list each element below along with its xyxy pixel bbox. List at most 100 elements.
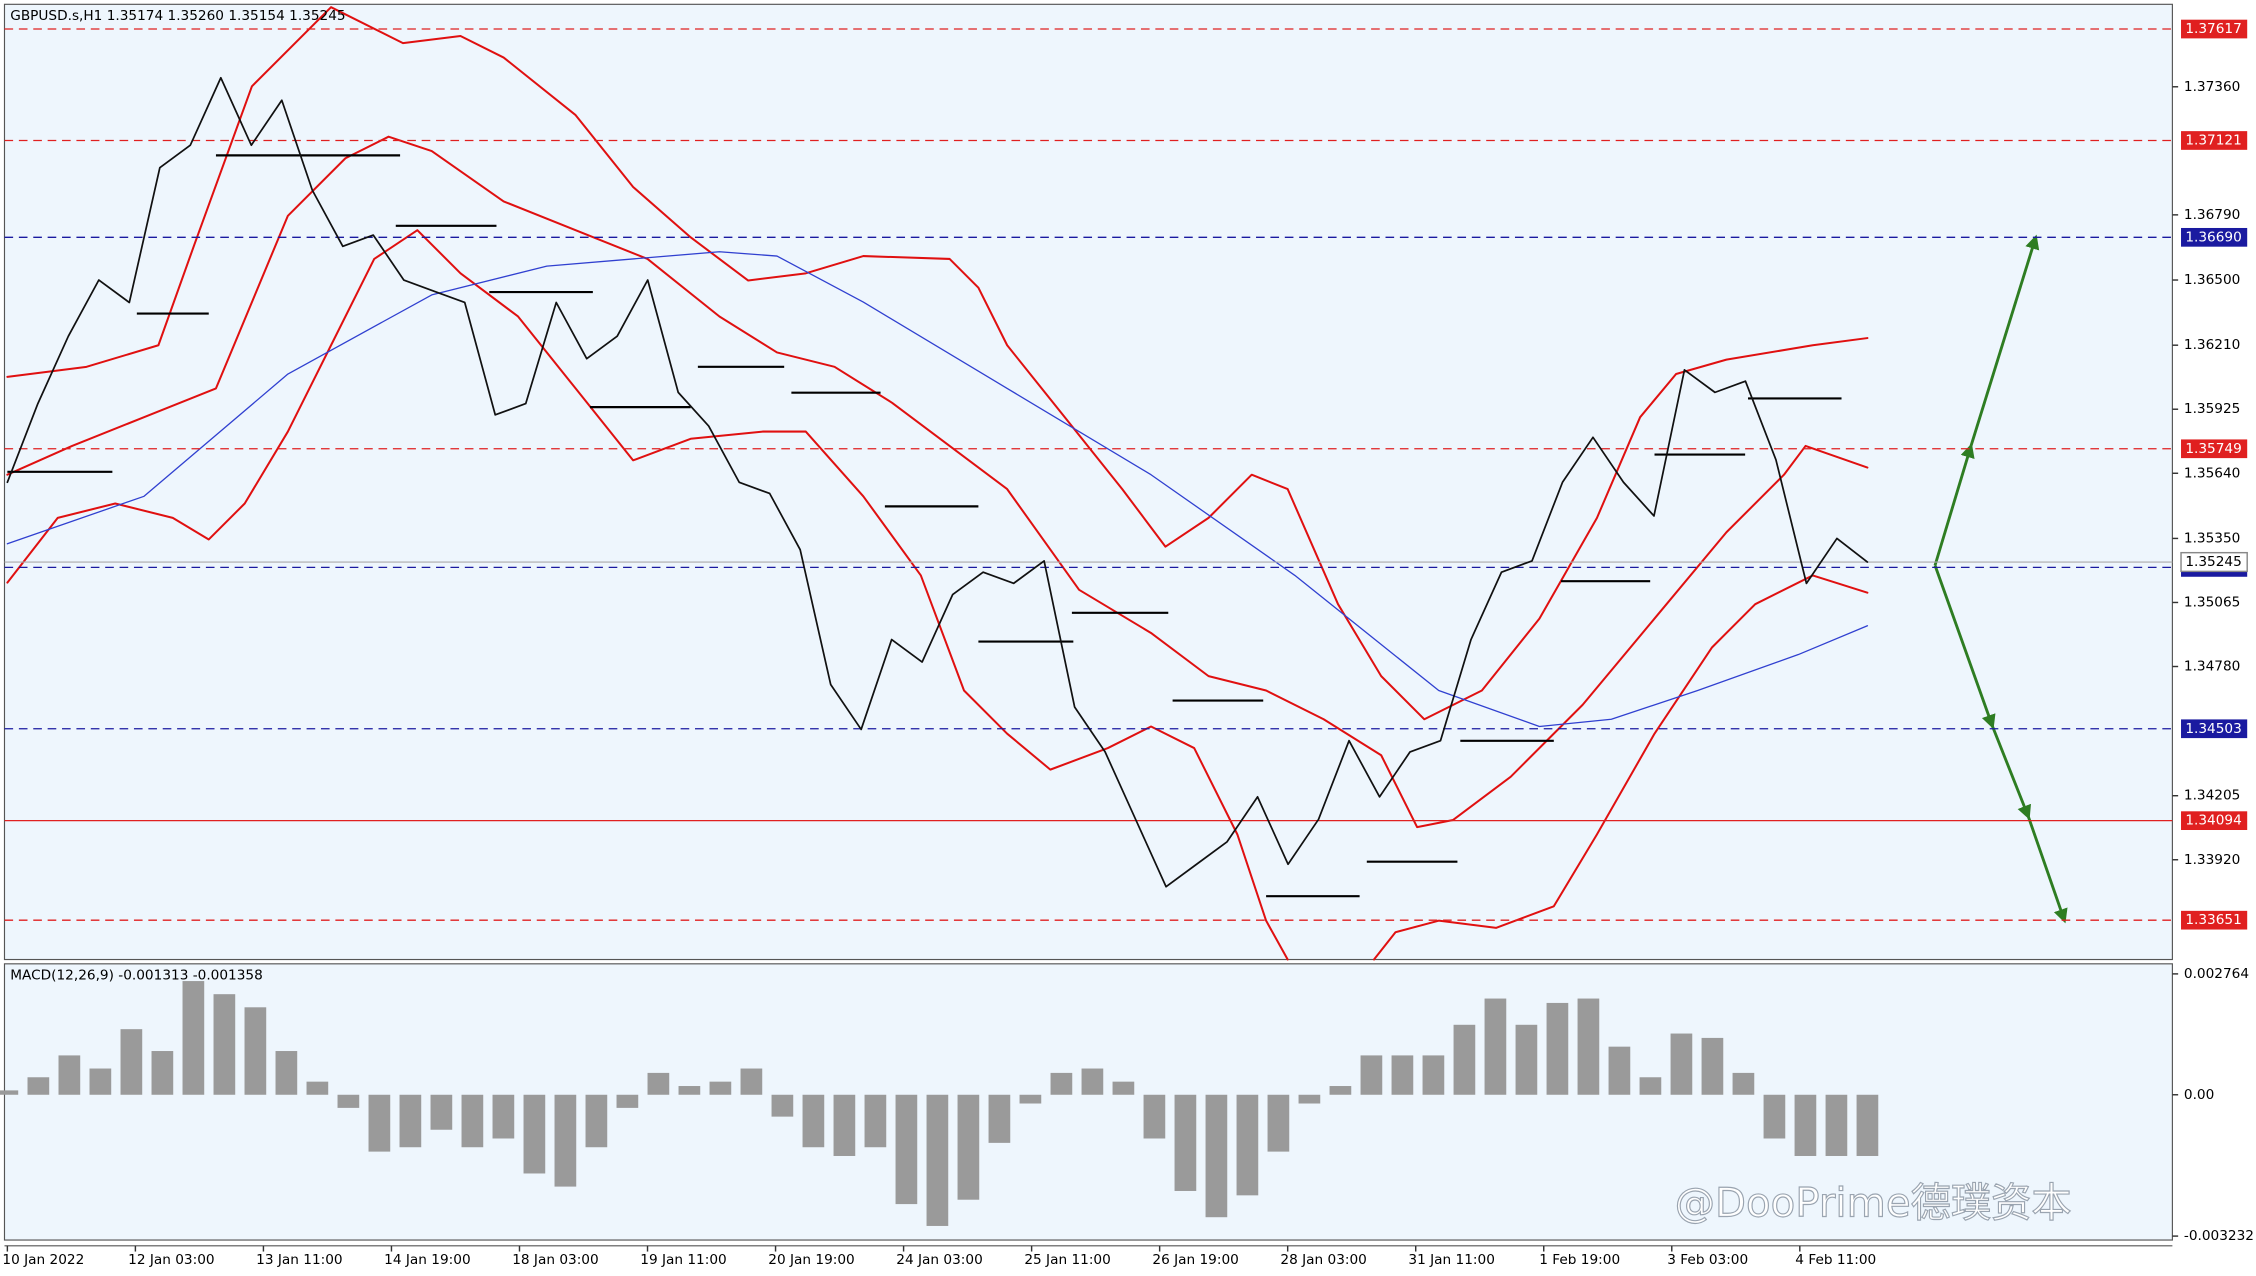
macd-bar (1236, 1094, 1259, 1196)
macd-bar (151, 1051, 174, 1095)
macd-bar (244, 1007, 267, 1095)
macd-bar (709, 1081, 732, 1095)
macd-bar (492, 1094, 515, 1139)
price-line (6, 76, 1869, 888)
y-tick-label: 1.33920 (2184, 852, 2240, 868)
macd-bar (337, 1094, 360, 1108)
y-tick-label: 1.34780 (2184, 659, 2240, 675)
level-label: 1.37617 (2185, 21, 2241, 37)
macd-bar (120, 1029, 143, 1095)
level-label: 1.33651 (2185, 912, 2241, 928)
macd-bar (895, 1094, 918, 1205)
macd-bar (1608, 1046, 1631, 1095)
macd-bar (554, 1094, 577, 1187)
y-tick-label: 0.002764 (2184, 966, 2249, 982)
level-label-box (2181, 439, 2248, 459)
upper-band (6, 6, 1869, 721)
macd-bar (1019, 1094, 1042, 1104)
level-label-box (2181, 719, 2248, 739)
level-label-box (2181, 227, 2248, 247)
macd-bar (0, 1090, 19, 1095)
macd-bar (864, 1094, 887, 1148)
current-price-label: 1.35245 (2185, 554, 2241, 570)
x-tick-label: 1 Feb 19:00 (1539, 1252, 1620, 1268)
level-label: 1.34094 (2185, 813, 2241, 829)
y-tick-label: 1.36210 (2184, 337, 2240, 353)
x-tick-label: 12 Jan 03:00 (128, 1252, 214, 1268)
macd-bar (585, 1094, 608, 1148)
macd-bar (1453, 1024, 1476, 1095)
y-tick-label: 1.35925 (2184, 401, 2240, 417)
macd-bar (1360, 1055, 1383, 1095)
macd-bar (771, 1094, 794, 1117)
macd-bar (678, 1086, 701, 1095)
x-tick-label: 24 Jan 03:00 (896, 1252, 982, 1268)
y-tick-label: -0.003232 (2184, 1228, 2254, 1244)
macd-bar (1732, 1072, 1755, 1095)
macd-bar (1639, 1077, 1662, 1095)
y-tick-label: 1.35350 (2184, 530, 2240, 546)
y-tick-label: 1.36500 (2184, 272, 2240, 288)
macd-bar (1081, 1068, 1104, 1095)
x-tick-label: 13 Jan 11:00 (256, 1252, 342, 1268)
y-tick-label: 1.35640 (2184, 465, 2240, 481)
arrow (1969, 234, 2040, 447)
macd-bar (957, 1094, 980, 1200)
y-tick-label: 1.35065 (2184, 594, 2240, 610)
level-label: 1.35749 (2185, 441, 2241, 457)
arrow (1991, 725, 2031, 820)
macd-bar (1205, 1094, 1228, 1218)
macd-bar (647, 1072, 670, 1095)
watermark: @DooPrime德璞资本 (1675, 1181, 2072, 1227)
macd-bar (988, 1094, 1011, 1143)
arrow (2027, 816, 2068, 924)
macd-bar (1143, 1094, 1166, 1139)
macd-bar (1825, 1094, 1848, 1156)
macd-bar (1298, 1094, 1321, 1104)
x-tick-label: 19 Jan 11:00 (640, 1252, 726, 1268)
macd-bar (802, 1094, 825, 1148)
macd-bar (1794, 1094, 1817, 1156)
arrow (1933, 564, 1996, 730)
level-label: 1.34503 (2185, 721, 2241, 737)
macd-bar (1391, 1055, 1414, 1095)
x-tick-label: 31 Jan 11:00 (1408, 1252, 1494, 1268)
macd-bar (1670, 1033, 1693, 1095)
macd-bar (430, 1094, 453, 1130)
macd-bar (1763, 1094, 1786, 1139)
macd-bar (368, 1094, 391, 1152)
pivot-segments (7, 154, 1842, 898)
macd-bar (306, 1081, 329, 1095)
macd-bar (275, 1051, 298, 1095)
chart-header: GBPUSD.s,H1 1.35174 1.35260 1.35154 1.35… (10, 8, 345, 24)
forecast-arrows (1933, 234, 2068, 924)
y-tick-label: 1.34205 (2184, 788, 2240, 804)
moving-average (6, 251, 1869, 728)
macd-bar (58, 1055, 81, 1095)
macd-bar (1267, 1094, 1290, 1152)
y-tick-label: 0.00 (2184, 1087, 2214, 1103)
y-tick-label: 1.37360 (2184, 79, 2240, 95)
y-tick-label: 1.36790 (2184, 207, 2240, 223)
macd-bar (1174, 1094, 1197, 1191)
macd-bar (1546, 1002, 1569, 1095)
macd-bar (740, 1068, 763, 1095)
level-label: 1.37121 (2185, 132, 2241, 148)
x-tick-label: 10 Jan 2022 (2, 1252, 84, 1268)
x-tick-label: 26 Jan 19:00 (1152, 1252, 1238, 1268)
macd-title: MACD(12,26,9) -0.001313 -0.001358 (10, 967, 263, 983)
macd-bar (182, 981, 205, 1095)
x-tick-label: 14 Jan 19:00 (384, 1252, 470, 1268)
level-label: 1.36690 (2185, 229, 2241, 245)
price-pane (3, 3, 2173, 961)
x-tick-label: 3 Feb 03:00 (1667, 1252, 1748, 1268)
macd-bar (1422, 1055, 1445, 1095)
x-tick-label: 18 Jan 03:00 (512, 1252, 598, 1268)
macd-bar (1484, 998, 1507, 1095)
macd-bar (399, 1094, 422, 1148)
macd-bar (616, 1094, 639, 1108)
lower-band (6, 229, 1289, 961)
level-label-box (2181, 131, 2248, 150)
